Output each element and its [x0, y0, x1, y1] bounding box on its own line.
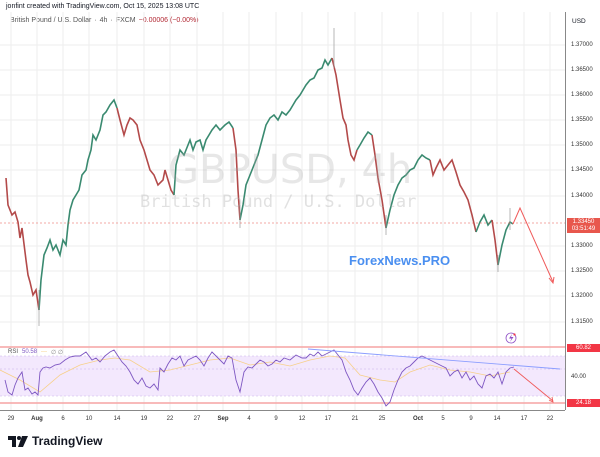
rsi-forecast-arrow[interactable]: [513, 368, 554, 402]
time-tick: 29: [7, 416, 15, 422]
forecast-arrow-head-icon: [548, 276, 555, 285]
rsi-upper-tag: 60.82: [567, 344, 600, 352]
price-tick: 1.35500: [571, 117, 593, 123]
time-tick: 14: [113, 416, 121, 422]
time-tick: 17: [520, 416, 528, 422]
tradingview-logo-text: TradingView: [32, 434, 103, 448]
price-tick: 1.34500: [571, 167, 593, 173]
price-tick: 1.34000: [571, 193, 593, 199]
interval-label[interactable]: 4h: [99, 17, 108, 24]
time-axis[interactable]: 29 Aug 6 10 14 19 22 27 Sep 4 9 12 17 21…: [0, 410, 565, 427]
candlesticks: [5, 57, 514, 311]
time-tick: 14: [493, 416, 501, 422]
price-change: −0.00006 (−0.00%): [138, 17, 199, 24]
time-tick: 6: [61, 416, 65, 422]
time-tick: Oct: [412, 416, 424, 422]
price-tick: 1.35000: [571, 142, 593, 148]
time-tick: 10: [85, 416, 93, 422]
time-tick: Aug: [31, 416, 43, 422]
price-tick: 1.36500: [571, 67, 593, 73]
last-price-value: 1.33450: [572, 219, 595, 225]
time-tick: 12: [298, 416, 306, 422]
bar-countdown: 03:51:49: [571, 226, 596, 232]
time-tick: 27: [193, 416, 201, 422]
price-tick: 1.32500: [571, 268, 593, 274]
rsi-mid-tick: 40.00: [571, 374, 587, 380]
last-price-tag: 1.33450 03:51:49: [567, 218, 600, 233]
rsi-extra: ∅ ∅: [51, 350, 64, 356]
tradingview-logo[interactable]: TradingView: [8, 434, 102, 448]
rsi-legend[interactable]: RSI 50.58 — ∅ ∅: [8, 349, 63, 356]
symbol-description[interactable]: British Pound / U.S. Dollar: [10, 17, 92, 24]
price-tick: 1.37000: [571, 42, 593, 48]
rsi-lower-tag: 24.18: [567, 399, 600, 407]
time-tick: 9: [469, 416, 473, 422]
price-tick: 1.31500: [571, 319, 593, 325]
price-tick: 1.33000: [571, 243, 593, 249]
watermark-description: British Pound / U.S. Dollar: [140, 192, 416, 212]
rsi-panel[interactable]: [0, 346, 565, 407]
time-tick: 22: [166, 416, 174, 422]
tradingview-logo-icon: [8, 435, 28, 447]
rsi-label: RSI: [8, 349, 19, 355]
time-tick: 5: [441, 416, 445, 422]
currency-label: USD: [572, 18, 586, 25]
brand-overlay: ForexNews.PRO: [349, 253, 451, 268]
forecast-arrow[interactable]: [512, 206, 554, 283]
time-tick: 4: [247, 416, 251, 422]
time-tick: 21: [351, 416, 359, 422]
price-axis[interactable]: USD 1.37000 1.36500 1.36000 1.35500 1.35…: [565, 12, 600, 410]
rsi-trendline[interactable]: [307, 348, 561, 370]
time-tick: 19: [140, 416, 148, 422]
time-tick: 22: [546, 416, 554, 422]
rsi-band-fill: [0, 356, 565, 396]
price-tick: 1.32000: [571, 293, 593, 299]
time-tick: 17: [324, 416, 332, 422]
time-tick: 9: [274, 416, 278, 422]
rsi-value: 50.58: [22, 349, 38, 355]
exchange-label: FXCM: [115, 17, 136, 24]
symbol-legend: British Pound / U.S. Dollar · 4h · FXCM …: [10, 17, 199, 24]
chart-credit: jonfint created with TradingView.com, Oc…: [6, 3, 200, 10]
rsi-ma-value: —: [41, 349, 48, 355]
time-tick: Sep: [217, 416, 229, 422]
main-chart-canvas[interactable]: GBPUSD, 4h British Pound / U.S. Dollar: [0, 12, 565, 410]
rsi-ma-line: [0, 355, 511, 393]
rsi-forecast-arrow-head-icon: [548, 396, 554, 403]
price-tick: 1.36000: [571, 92, 593, 98]
rsi-line: [4, 349, 515, 407]
candle-wicks: [38, 28, 511, 326]
watermark-symbol: GBPUSD, 4h: [168, 147, 412, 193]
time-tick: 25: [378, 416, 386, 422]
lightning-alert-icon[interactable]: [505, 332, 517, 344]
